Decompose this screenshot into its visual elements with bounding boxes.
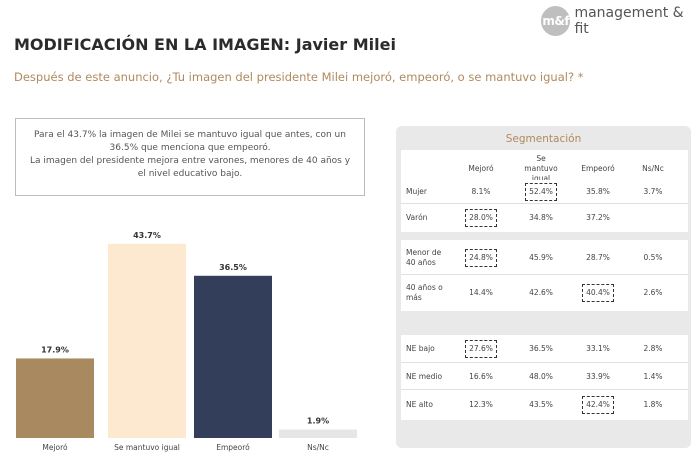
segment-group: Menor de 40 años 24.8% 45.9% 28.7% 0.5% 40 añ…: [401, 240, 688, 311]
segment-value: 42.4%: [586, 400, 610, 409]
segment-row: Mujer 8.1% 52.4% 35.8% 3.7%: [401, 180, 688, 204]
segment-row: NE medio 16.6% 48.0% 33.9% 1.4%: [401, 363, 688, 390]
highlight-box: [582, 396, 614, 414]
segment-value: 35.8%: [586, 187, 610, 196]
brand-monogram: m&f: [541, 6, 571, 36]
bar-chart: 17.9% Mejoró 43.7% Se mantuvo igual 36.5% Emp…: [16, 231, 357, 452]
segment-label: Varón: [406, 213, 428, 222]
segment-value: 28.7%: [586, 252, 610, 262]
bar-0: [16, 358, 94, 438]
category-label: Ns/Nc: [307, 443, 329, 452]
segment-row: NE alto 12.3% 43.5% 42.4% 1.8%: [401, 390, 688, 420]
column-header: Se mantuvo igual: [524, 154, 558, 183]
segment-value: 43.5%: [529, 400, 553, 409]
segment-label: NE bajo: [406, 344, 435, 353]
bar-value-label: 36.5%: [219, 263, 247, 272]
segmentation-header: Mejoró Se mantuvo igual Empeoró Ns/Nc: [401, 150, 688, 183]
segment-value: 12.3%: [469, 400, 493, 409]
segment-value: 45.9%: [529, 252, 553, 262]
segment-row: Varón 28.0% 34.8% 37.2%: [401, 204, 688, 232]
segment-value: 33.9%: [586, 371, 610, 381]
segment-group: Mujer 8.1% 52.4% 35.8% 3.7% Varón 28.0% 34.8% 37…: [401, 180, 688, 232]
segment-label: NE medio: [406, 371, 443, 381]
highlight-box: [582, 284, 614, 302]
segment-row: Menor de 40 años 24.8% 45.9% 28.7% 0.5%: [401, 240, 688, 275]
segment-label: Menor de 40 años: [406, 247, 442, 267]
segment-label: Mujer: [406, 187, 428, 196]
segment-value: 16.6%: [469, 371, 493, 381]
column-header: Empeoró: [581, 164, 615, 173]
segment-value: 28.0%: [469, 213, 493, 222]
survey-question: Después de este anuncio, ¿Tu imagen del …: [14, 70, 584, 84]
segment-label: NE alto: [406, 400, 433, 409]
bar-3: [279, 429, 357, 438]
segment-value: 1.4%: [643, 371, 663, 381]
segment-value: 36.5%: [529, 344, 553, 353]
category-label: Empeoró: [216, 443, 250, 452]
segment-value: 14.4%: [469, 288, 493, 297]
bar-value-label: 17.9%: [41, 345, 69, 354]
summary-line-1: Para el 43.7% la imagen de Milei se mant…: [34, 130, 346, 153]
segmentation-title: Segmentación: [505, 133, 582, 145]
highlight-box: [465, 248, 497, 267]
bar-value-label: 1.9%: [307, 417, 329, 426]
highlight-box: [465, 209, 497, 227]
segment-value: 42.6%: [529, 288, 553, 297]
summary-line-2: La imagen del presidente mejora entre va…: [29, 156, 351, 179]
segment-value: 2.8%: [643, 344, 663, 353]
segment-group: NE bajo 27.6% 36.5% 33.1% 2.8% NE medio 16.6% 4…: [401, 335, 688, 420]
segment-value: 3.7%: [643, 187, 663, 196]
segment-value: 34.8%: [529, 213, 553, 222]
category-label: Mejoró: [42, 443, 68, 452]
segment-value: 2.6%: [643, 288, 663, 297]
segment-label: 40 años o más: [406, 283, 443, 302]
page-title: MODIFICACIÓN EN LA IMAGEN: Javier Milei: [14, 35, 396, 54]
highlight-box: [525, 183, 557, 201]
segment-value: 40.4%: [586, 288, 610, 297]
segment-value: 8.1%: [471, 187, 491, 196]
brand-logo: m&f management & fit: [541, 5, 700, 37]
segment-row: NE bajo 27.6% 36.5% 33.1% 2.8%: [401, 335, 688, 363]
category-label: Se mantuvo igual: [114, 443, 180, 452]
segment-row: 40 años o más 14.4% 42.6% 40.4% 2.6%: [401, 275, 688, 311]
summary-box: Para el 43.7% la imagen de Milei se mant…: [15, 118, 365, 196]
segment-value: 24.8%: [469, 252, 493, 262]
segment-value: 37.2%: [586, 213, 610, 222]
bar-value-label: 43.7%: [133, 231, 161, 240]
column-header: Mejoró: [468, 164, 494, 173]
column-header: Ns/Nc: [642, 164, 664, 173]
segment-value: 52.4%: [529, 187, 553, 196]
segment-value: 33.1%: [586, 344, 610, 353]
highlight-box: [465, 340, 497, 358]
bar-1: [108, 243, 186, 438]
segment-value: 0.5%: [643, 252, 663, 262]
segment-value: 48.0%: [529, 371, 553, 381]
segment-value: 27.6%: [469, 344, 493, 353]
segmentation-panel: Segmentación Mejoró Se mantuvo igual Empeo…: [396, 126, 691, 448]
brand-name: management & fit: [574, 5, 684, 37]
bar-2: [194, 275, 272, 438]
segment-value: 1.8%: [643, 400, 663, 409]
